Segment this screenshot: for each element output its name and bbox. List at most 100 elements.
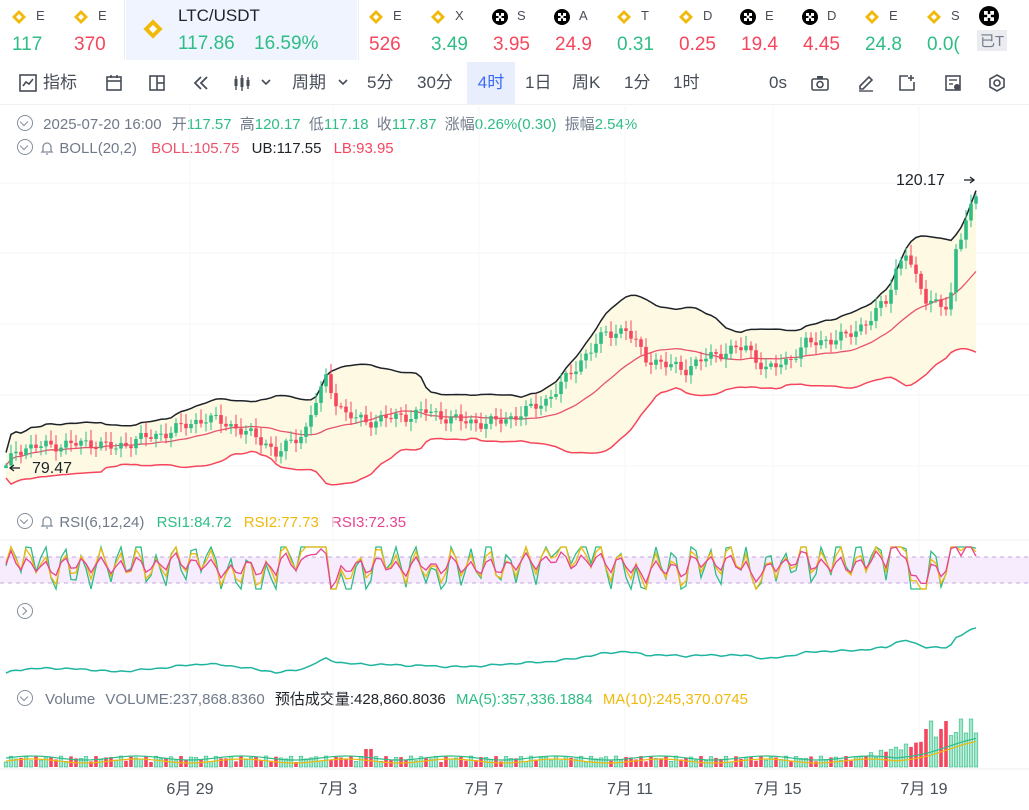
volume-bar bbox=[428, 758, 434, 768]
ticker-13[interactable]: 已T bbox=[977, 0, 1017, 60]
high-label: 高 bbox=[239, 116, 255, 133]
collapse-chevron-icon[interactable] bbox=[17, 115, 33, 131]
boll-band-fill bbox=[6, 190, 976, 485]
ticker-change: 3.49 bbox=[431, 34, 468, 55]
candle-body bbox=[469, 419, 473, 424]
binance-logo-icon bbox=[143, 19, 163, 39]
volume-bar bbox=[369, 749, 373, 767]
ticker-change: 117 bbox=[12, 34, 43, 55]
ticker-7[interactable]: T 0.31 bbox=[605, 0, 667, 60]
indicator-icon[interactable] bbox=[18, 73, 38, 93]
candle-body bbox=[794, 358, 798, 360]
ticker-11[interactable]: E 24.8 bbox=[853, 0, 915, 60]
ticker-9[interactable]: E 19.4 bbox=[729, 0, 791, 60]
volume-bar bbox=[903, 743, 909, 768]
ticker-change: 0.0( bbox=[927, 34, 960, 55]
interval-tab-3[interactable]: 1日 bbox=[525, 73, 552, 92]
layout-icon[interactable] bbox=[147, 73, 167, 93]
volume-ma10-line bbox=[5, 740, 977, 764]
bell-icon[interactable] bbox=[39, 514, 55, 530]
candle-body bbox=[884, 301, 888, 304]
volume-bar bbox=[684, 757, 688, 767]
candle-body bbox=[899, 260, 903, 269]
volume-bar bbox=[829, 757, 833, 767]
candle-body bbox=[829, 339, 833, 345]
replay-icon[interactable] bbox=[191, 73, 211, 93]
candle-body bbox=[624, 328, 628, 331]
high-value: 120.17 bbox=[254, 116, 301, 133]
volume-bar bbox=[453, 757, 459, 768]
candle-body bbox=[539, 405, 543, 409]
volume-bar bbox=[329, 760, 333, 767]
chevron-down-icon[interactable] bbox=[259, 75, 273, 89]
volume-bar bbox=[593, 758, 599, 768]
candle-body bbox=[284, 440, 288, 452]
rsi-zone bbox=[0, 557, 1029, 583]
interval-tab-5[interactable]: 1分 bbox=[624, 73, 651, 92]
volume-bar bbox=[503, 756, 509, 768]
indicator-button[interactable]: 指标 bbox=[43, 73, 77, 92]
volume-bar bbox=[339, 757, 343, 767]
interval-tab-0[interactable]: 5分 bbox=[367, 73, 394, 92]
collapse-chevron-icon[interactable] bbox=[17, 513, 33, 529]
volume-bar bbox=[823, 759, 829, 768]
ticker-3[interactable]: E 526 bbox=[357, 0, 419, 60]
candle-body bbox=[179, 423, 183, 425]
calendar-icon[interactable] bbox=[104, 73, 124, 93]
candle-body bbox=[394, 413, 398, 419]
candle-body bbox=[929, 300, 933, 304]
candle-body bbox=[49, 440, 53, 445]
candle-body bbox=[254, 428, 258, 438]
template-icon[interactable] bbox=[943, 73, 963, 93]
collapse-chevron-icon[interactable] bbox=[17, 690, 33, 706]
volume-bar bbox=[598, 757, 604, 768]
volume-bar bbox=[358, 756, 364, 768]
candle-body bbox=[274, 446, 278, 457]
boll-lower-line bbox=[5, 347, 977, 486]
volume-bar bbox=[888, 749, 894, 768]
camera-icon[interactable] bbox=[810, 73, 830, 93]
ticker-5[interactable]: S 3.95 bbox=[481, 0, 543, 60]
period-dropdown[interactable]: 周期 bbox=[292, 73, 326, 92]
ticker-8[interactable]: D 0.25 bbox=[667, 0, 729, 60]
interval-tab-4[interactable]: 周K bbox=[572, 73, 601, 92]
volume-bar bbox=[488, 759, 494, 768]
bell-icon[interactable] bbox=[39, 140, 55, 156]
volume-bar bbox=[884, 751, 888, 767]
amp-value: 2.54% bbox=[594, 116, 638, 133]
chart-type-icon[interactable] bbox=[232, 73, 252, 93]
candle-body bbox=[919, 273, 923, 289]
ticker-change: 3.95 bbox=[493, 34, 530, 55]
volume-bar bbox=[424, 757, 428, 767]
expand-chevron-icon[interactable] bbox=[17, 603, 33, 619]
interval-tab-1[interactable]: 30分 bbox=[417, 73, 453, 92]
date-tick-label: 7月 15 bbox=[754, 781, 801, 798]
interval-tab-2[interactable]: 4时 bbox=[467, 62, 515, 104]
pencil-icon[interactable] bbox=[856, 73, 876, 93]
candle-body bbox=[694, 359, 698, 367]
volume-bar bbox=[798, 758, 804, 768]
volume-bar bbox=[953, 732, 959, 768]
candle-body bbox=[799, 347, 803, 359]
ticker-1[interactable]: E 370 bbox=[62, 0, 126, 60]
candle-body bbox=[974, 196, 978, 204]
date-tick-label: 7月 19 bbox=[900, 781, 947, 798]
candle-body bbox=[419, 409, 423, 411]
ticker-4[interactable]: X 3.49 bbox=[419, 0, 481, 60]
interval-tab-6[interactable]: 1时 bbox=[673, 73, 700, 92]
add-window-icon[interactable] bbox=[897, 73, 917, 93]
volume-bar bbox=[483, 757, 489, 768]
ticker-2[interactable]: LTC/USDT 117.86 16.59% bbox=[126, 0, 357, 60]
close-label: 收 bbox=[376, 116, 392, 133]
settings-icon[interactable] bbox=[987, 73, 1007, 93]
candle-body bbox=[559, 381, 563, 395]
volume-bar bbox=[353, 761, 359, 768]
volume-bar bbox=[413, 760, 419, 768]
ticker-12[interactable]: S 0.0( bbox=[915, 0, 977, 60]
collapse-chevron-icon[interactable] bbox=[17, 139, 33, 155]
ticker-0[interactable]: E 117 bbox=[0, 0, 62, 60]
ticker-10[interactable]: D 4.45 bbox=[791, 0, 853, 60]
candle-body bbox=[964, 220, 968, 240]
candle-body bbox=[184, 423, 188, 429]
ticker-6[interactable]: A 24.9 bbox=[543, 0, 605, 60]
